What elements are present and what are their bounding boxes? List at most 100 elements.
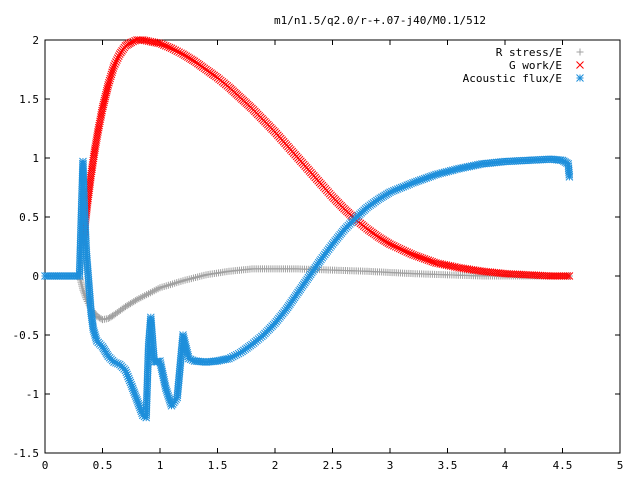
data-point <box>388 187 396 196</box>
data-point <box>426 172 435 181</box>
data-point <box>436 169 445 178</box>
data-point <box>403 181 412 189</box>
data-point <box>110 358 118 366</box>
legend-symbol <box>576 74 584 82</box>
data-point <box>112 58 120 66</box>
data-point <box>177 49 185 58</box>
data-point <box>393 185 402 193</box>
legend-label: G work/E <box>509 59 562 72</box>
data-point <box>184 354 193 363</box>
data-point <box>411 178 419 186</box>
data-point <box>158 40 166 49</box>
data-point <box>92 335 101 343</box>
y-tick-label: -0.5 <box>13 329 40 342</box>
data-point <box>388 241 396 249</box>
data-point <box>175 48 184 57</box>
data-point <box>434 170 442 178</box>
data-point <box>230 351 239 360</box>
legend-symbol <box>576 48 584 56</box>
data-point <box>450 165 459 174</box>
data-point <box>163 388 171 396</box>
data-point <box>565 272 574 280</box>
data-point <box>161 42 170 50</box>
data-point <box>225 354 233 363</box>
data-point <box>163 42 172 51</box>
data-point <box>232 350 241 359</box>
data-point <box>438 169 447 177</box>
data-point <box>428 172 437 180</box>
data-point <box>105 78 113 87</box>
data-point <box>107 313 115 321</box>
data-point <box>163 390 172 398</box>
data-point <box>106 72 115 81</box>
y-tick-label: 1 <box>32 152 39 165</box>
data-point <box>399 246 408 255</box>
data-point <box>401 182 410 190</box>
y-tick-label: 0 <box>32 270 39 283</box>
data-point <box>162 386 171 394</box>
data-point <box>108 66 117 75</box>
x-tick-label: 0 <box>42 459 49 472</box>
data-point <box>106 314 114 322</box>
data-point <box>133 36 141 44</box>
data-point <box>124 372 132 381</box>
data-point <box>123 370 131 379</box>
x-tick-label: 2 <box>272 459 279 472</box>
x-tick-label: 4 <box>502 459 509 472</box>
data-point <box>89 325 98 333</box>
data-point <box>127 380 136 389</box>
data-point <box>442 167 451 176</box>
chart-title: m1/n1.5/q2.0/r-+.07-j40/M0.1/512 <box>274 14 486 27</box>
data-point <box>414 176 423 185</box>
x-tick-label: 4.5 <box>553 459 573 472</box>
legend-marker <box>576 61 584 69</box>
data-point <box>407 250 415 258</box>
data-point <box>403 248 412 256</box>
legend-marker <box>576 74 584 82</box>
data-point <box>165 394 173 402</box>
data-point <box>106 74 115 83</box>
data-point <box>386 240 394 248</box>
data-point <box>391 186 400 194</box>
data-point <box>171 46 180 55</box>
data-point <box>131 392 140 400</box>
data-point <box>109 64 118 72</box>
x-tick-label: 5 <box>617 459 624 472</box>
data-point <box>399 182 408 191</box>
data-point <box>453 165 461 174</box>
data-point <box>164 392 173 400</box>
data-series <box>41 36 574 422</box>
legend-label: Acoustic flux/E <box>463 72 562 85</box>
data-point <box>420 174 429 183</box>
data-point <box>412 177 421 186</box>
data-point <box>165 43 174 52</box>
data-point <box>136 403 144 412</box>
data-point <box>397 183 406 192</box>
data-point <box>389 186 398 195</box>
data-point <box>111 60 119 68</box>
data-point <box>91 333 100 341</box>
series-0 <box>41 265 573 324</box>
data-point <box>409 178 417 187</box>
data-point <box>113 54 122 62</box>
data-point <box>156 39 164 48</box>
data-point <box>165 396 174 404</box>
data-point <box>395 244 404 253</box>
data-point <box>124 374 133 383</box>
data-point <box>126 378 135 387</box>
data-point <box>161 384 170 392</box>
data-point <box>395 184 404 193</box>
data-point <box>186 355 195 364</box>
data-point <box>130 390 139 399</box>
data-point <box>113 359 122 368</box>
data-point <box>228 352 237 361</box>
data-point <box>393 243 402 252</box>
data-point <box>422 174 431 182</box>
data-point <box>133 397 142 406</box>
data-point <box>135 401 144 410</box>
data-point <box>107 70 116 79</box>
data-point <box>129 386 138 395</box>
data-point <box>130 388 138 397</box>
data-point <box>90 327 98 335</box>
data-point <box>127 38 136 47</box>
